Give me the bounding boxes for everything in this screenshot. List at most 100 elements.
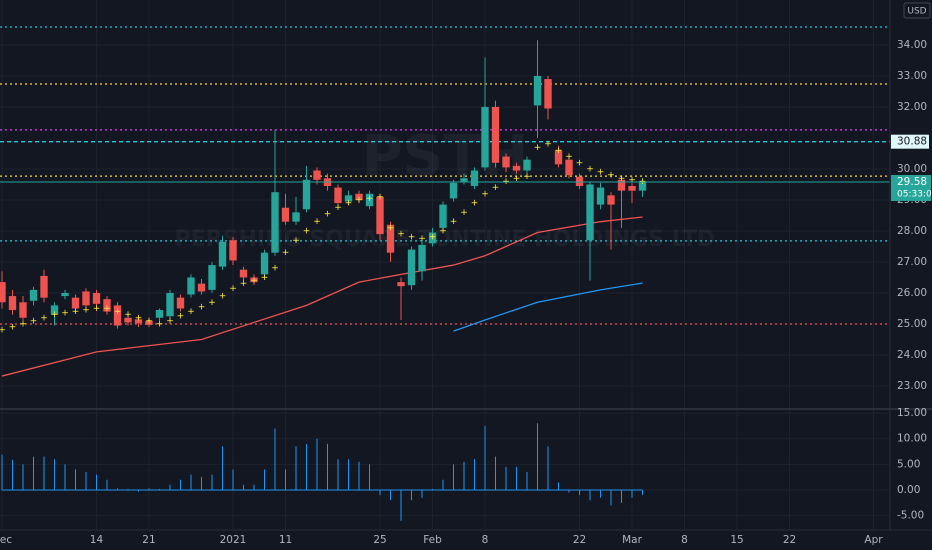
- sar-dot: +: [450, 217, 458, 227]
- y-tick-label: 34.00: [897, 39, 927, 51]
- candle-body: [596, 187, 605, 205]
- candle-body: [460, 178, 468, 182]
- candle-body: [586, 184, 594, 241]
- sar-dot: +: [544, 140, 552, 150]
- sar-dot: +: [618, 174, 626, 184]
- candle-body: [134, 319, 143, 324]
- candle-body: [418, 244, 426, 272]
- candle-body: [197, 283, 206, 292]
- countdown-label: 05:33:04: [897, 189, 932, 199]
- sar-dot: +: [324, 209, 332, 219]
- sar-dot: +: [72, 307, 80, 317]
- sar-dot: +: [366, 194, 374, 204]
- sar-dot: +: [166, 316, 174, 326]
- candle-body: [229, 240, 237, 261]
- candle-body: [617, 179, 626, 191]
- candle-body: [607, 195, 615, 205]
- sar-dot: +: [376, 192, 384, 202]
- sar-dot: +: [408, 233, 416, 243]
- candle-body: [40, 275, 48, 298]
- candle-body: [554, 150, 563, 165]
- y-tick-label: 28.00: [897, 225, 927, 237]
- candle-body: [512, 165, 521, 171]
- sar-dot: +: [187, 307, 195, 317]
- candle-body: [365, 193, 374, 207]
- sar-dot: +: [303, 226, 311, 236]
- level-label: 30.88: [897, 136, 927, 148]
- candle-body: [544, 79, 552, 109]
- candle-body: [449, 182, 458, 199]
- x-tick-label: 8: [482, 534, 489, 546]
- candle-body: [271, 192, 279, 253]
- candle-body: [491, 106, 500, 163]
- sar-dot: +: [40, 313, 48, 323]
- sar-dot: +: [156, 319, 164, 329]
- sar-dot: +: [597, 168, 605, 178]
- sar-dot: +: [387, 223, 395, 233]
- candle-body: [565, 159, 573, 176]
- x-tick-label: Dec: [0, 534, 12, 546]
- y-tick-label: 27.00: [897, 256, 927, 268]
- sar-dot: +: [565, 152, 573, 162]
- x-tick-label: 14: [90, 534, 104, 546]
- watermark: PSTH: [362, 124, 528, 189]
- candle-body: [29, 289, 38, 301]
- sar-dot: +: [313, 217, 321, 227]
- sar-dot: +: [282, 248, 290, 258]
- candle-body: [428, 232, 437, 244]
- sar-dot: +: [61, 309, 69, 319]
- x-tick-label: Mar: [622, 534, 642, 546]
- sar-dot: +: [471, 199, 479, 209]
- candle-body: [71, 297, 80, 309]
- moving-average: [1, 216, 643, 377]
- last-price-box: [891, 174, 931, 201]
- candle-body: [166, 292, 174, 317]
- sar-dot: +: [345, 199, 353, 209]
- candle-body: [82, 291, 90, 306]
- sar-dot: +: [628, 175, 636, 185]
- sar-dot: +: [271, 264, 279, 274]
- candle-body: [355, 193, 363, 200]
- x-tick-label: Apr: [864, 534, 883, 546]
- sar-dot: +: [135, 313, 143, 323]
- y-tick-label: 25.00: [897, 318, 927, 330]
- currency-box[interactable]: [903, 2, 931, 19]
- y-tick-label: 26.00: [897, 287, 927, 299]
- x-tick-label: 22: [573, 534, 586, 546]
- sar-dot: +: [292, 236, 300, 246]
- sar-dot: +: [460, 208, 468, 218]
- candle-body: [376, 196, 384, 235]
- candle-body: [470, 170, 479, 187]
- candle-body: [187, 277, 195, 295]
- sar-dot: +: [513, 174, 521, 184]
- x-tick-label: 21: [142, 534, 155, 546]
- candle-body: [176, 297, 185, 309]
- x-tick-label: 22: [783, 534, 796, 546]
- sar-dot: +: [19, 319, 27, 329]
- candle-body: [628, 186, 636, 191]
- candle-body: [575, 176, 584, 187]
- y2-tick-label: 15.00: [897, 407, 927, 419]
- candle-body: [313, 170, 321, 180]
- sar-dot: +: [240, 279, 248, 289]
- candle-body: [145, 320, 153, 325]
- candle-body: [481, 106, 489, 168]
- x-tick-label: 25: [373, 534, 386, 546]
- sar-dot: +: [555, 146, 563, 156]
- candle-body: [239, 269, 248, 278]
- candle-body: [50, 305, 59, 315]
- sar-dot: +: [397, 230, 405, 240]
- candle-body: [407, 249, 416, 286]
- grid: [0, 0, 890, 530]
- currency: USD: [907, 7, 926, 17]
- candle-body: [19, 302, 27, 318]
- level-label-box: [891, 134, 929, 149]
- sar-dot: +: [261, 273, 269, 283]
- y2-tick-label: 0.00: [897, 484, 920, 496]
- moving-average: [453, 282, 643, 332]
- candle-body: [281, 207, 290, 222]
- sar-dot: +: [30, 316, 38, 326]
- sar-dot: +: [523, 172, 531, 182]
- candle-body: [386, 224, 395, 253]
